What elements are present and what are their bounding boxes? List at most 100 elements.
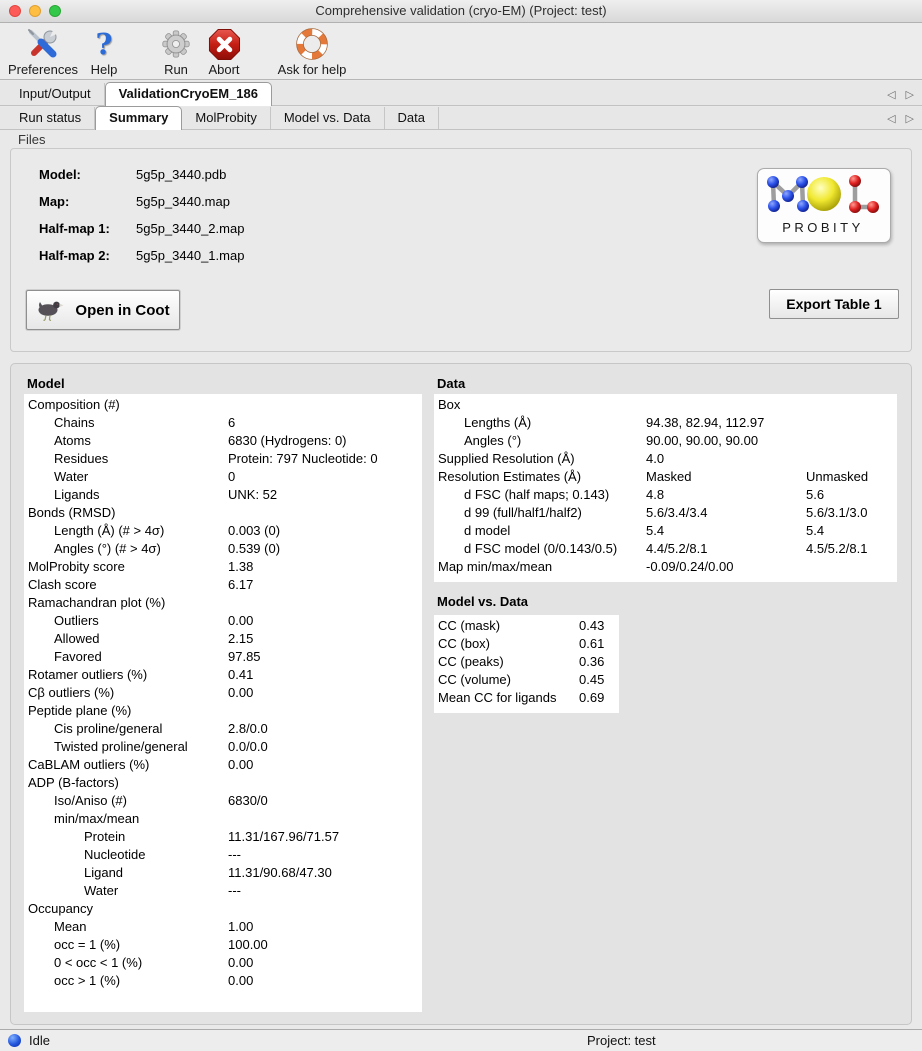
help-button[interactable]: ? Help <box>82 26 126 77</box>
row-value-masked: 4.0 <box>646 451 665 466</box>
file-row-label: Map: <box>39 194 70 209</box>
row-label: Box <box>438 397 461 412</box>
row-value: UNK: 52 <box>228 487 278 502</box>
row-label: Resolution Estimates (Å) <box>438 469 582 484</box>
abort-button[interactable]: Abort <box>198 26 250 77</box>
tab-scroll-right-icon[interactable]: ▷ <box>905 89 914 101</box>
table-row: 0 < occ < 1 (%) 0.00 <box>24 954 422 972</box>
row-value-masked: 5.4 <box>646 523 665 538</box>
row-value: 0.00 <box>228 757 254 772</box>
table-row: Residues Protein: 797 Nucleotide: 0 <box>24 450 422 468</box>
row-value: 0.0/0.0 <box>228 739 268 754</box>
file-row-label: Half-map 2: <box>39 248 110 263</box>
table-row: occ > 1 (%) 0.00 <box>24 972 422 990</box>
row-value: 2.15 <box>228 631 254 646</box>
main-tab[interactable]: Input/Output <box>6 83 105 105</box>
file-row-value: 5g5p_3440.map <box>136 194 230 209</box>
row-value-masked: 4.4/5.2/8.1 <box>646 541 708 556</box>
sub-tab[interactable]: Run status <box>6 107 96 129</box>
row-value: 2.8/0.0 <box>228 721 268 736</box>
open-in-coot-label: Open in Coot <box>75 301 170 319</box>
export-table-button[interactable]: Export Table 1 <box>769 289 899 319</box>
sub-tab-label: Run status <box>19 110 82 125</box>
main-tab[interactable]: ValidationCryoEM_186 <box>104 82 273 106</box>
model-vs-data-table: CC (mask) 0.43 CC (box) 0.61 CC (peaks) … <box>434 615 619 713</box>
row-label: Ligand <box>84 865 124 880</box>
row-label: Water <box>54 469 89 484</box>
open-in-coot-button[interactable]: Open in Coot <box>26 290 180 330</box>
tab-scroll-left-icon[interactable]: ◁ <box>887 113 896 125</box>
row-label: Mean CC for ligands <box>438 690 557 705</box>
row-value-masked: Masked <box>646 469 692 484</box>
abort-icon <box>206 26 242 62</box>
table-row: Occupancy <box>24 900 422 918</box>
tab-scroll-right-icon[interactable]: ▷ <box>905 113 914 125</box>
sub-tab-label: Data <box>397 110 425 125</box>
table-row: Map min/max/mean -0.09/0.24/0.00 <box>434 558 897 576</box>
model-section-title: Model <box>27 376 65 391</box>
row-label: d model <box>464 523 511 538</box>
row-value-masked: -0.09/0.24/0.00 <box>646 559 734 574</box>
data-table: Box Lengths (Å) 94.38, 82.94, 112.97 Ang… <box>434 394 897 582</box>
table-row: Outliers 0.00 <box>24 612 422 630</box>
file-row-value: 5g5p_3440.pdb <box>136 167 227 182</box>
export-table-label: Export Table 1 <box>786 296 882 312</box>
main-tab-label: Input/Output <box>19 86 91 101</box>
row-label: Residues <box>54 451 109 466</box>
row-label: Ligands <box>54 487 100 502</box>
table-row: Iso/Aniso (#) 6830/0 <box>24 792 422 810</box>
preferences-button[interactable]: Preferences <box>4 26 82 77</box>
row-label: Lengths (Å) <box>464 415 532 430</box>
row-value: 11.31/90.68/47.30 <box>228 865 332 880</box>
toolbar: Preferences ? Help Run <box>0 23 922 80</box>
molprobity-logo: PROBITY <box>757 168 891 243</box>
row-value: 0.43 <box>579 618 605 633</box>
gear-icon <box>158 26 194 62</box>
summary-panel: Model Composition (#) Chains 6 Atoms 683… <box>10 363 912 1025</box>
row-label: Favored <box>54 649 102 664</box>
run-button[interactable]: Run <box>154 26 198 77</box>
row-value: 0.41 <box>228 667 254 682</box>
row-value-masked: 94.38, 82.94, 112.97 <box>646 415 765 430</box>
tab-scroll-arrows: ◁ ▷ <box>887 112 914 125</box>
model-column: Model Composition (#) Chains 6 Atoms 683… <box>24 376 422 1012</box>
row-label: Angles (°) <box>464 433 522 448</box>
row-label: Allowed <box>54 631 100 646</box>
row-value-masked: 4.8 <box>646 487 665 502</box>
tab-scroll-left-icon[interactable]: ◁ <box>887 89 896 101</box>
table-row: ADP (B-factors) <box>24 774 422 792</box>
sub-tab[interactable]: MolProbity <box>182 107 271 129</box>
table-row: Favored 97.85 <box>24 648 422 666</box>
row-label: CaBLAM outliers (%) <box>28 757 150 772</box>
row-label: Angles (°) (# > 4σ) <box>54 541 161 556</box>
sub-tab[interactable]: Model vs. Data <box>271 107 385 129</box>
row-label: CC (box) <box>438 636 491 651</box>
row-label: d 99 (full/half1/half2) <box>464 505 582 520</box>
close-button[interactable] <box>9 5 21 17</box>
row-label: Peptide plane (%) <box>28 703 132 718</box>
sub-tab[interactable]: Summary <box>95 106 183 130</box>
minimize-button[interactable] <box>29 5 41 17</box>
row-label: MolProbity score <box>28 559 125 574</box>
table-row: Length (Å) (# > 4σ) 0.003 (0) <box>24 522 422 540</box>
file-row-label: Half-map 1: <box>39 221 110 236</box>
table-row: Clash score 6.17 <box>24 576 422 594</box>
file-row: Model: 5g5p_3440.pdb <box>11 164 911 191</box>
row-label: Atoms <box>54 433 91 448</box>
row-label: occ > 1 (%) <box>54 973 121 988</box>
row-label: CC (peaks) <box>438 654 504 669</box>
table-row: CC (box) 0.61 <box>434 635 619 653</box>
sub-tab[interactable]: Data <box>385 107 439 129</box>
sub-tab-label: MolProbity <box>195 110 257 125</box>
ask-for-help-button[interactable]: Ask for help <box>266 26 358 77</box>
zoom-button[interactable] <box>49 5 61 17</box>
row-label: Twisted proline/general <box>54 739 188 754</box>
row-value: 100.00 <box>228 937 268 952</box>
row-value: --- <box>228 883 241 898</box>
main-tab-label: ValidationCryoEM_186 <box>118 86 259 101</box>
row-label: Length (Å) (# > 4σ) <box>54 523 165 538</box>
row-label: Occupancy <box>28 901 94 916</box>
project-label: Project: test <box>587 1033 656 1048</box>
row-label: min/max/mean <box>54 811 140 826</box>
table-row: Lengths (Å) 94.38, 82.94, 112.97 <box>434 414 897 432</box>
